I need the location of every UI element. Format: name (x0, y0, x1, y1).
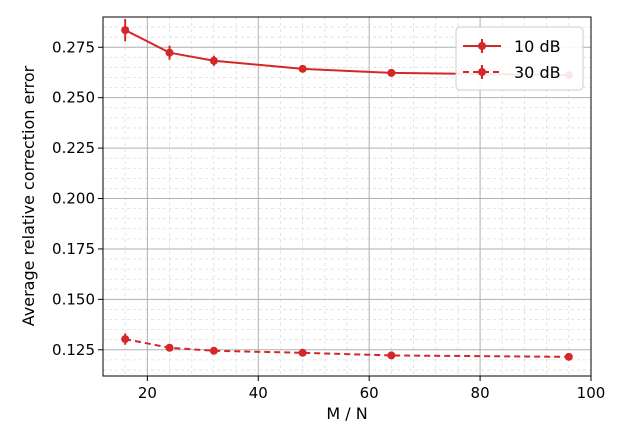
data-point (387, 68, 396, 77)
legend-label-2: 30 dB (514, 63, 561, 82)
data-point (387, 351, 396, 360)
axis-ticks: 20 40 60 80 100 0.125 0.150 0.175 0.200 0.225 0.25… (52, 38, 605, 402)
y-tick-label: 0.150 (52, 290, 95, 308)
y-tick-label: 0.250 (52, 89, 95, 107)
x-tick-label: 100 (577, 384, 606, 402)
x-tick-label: 20 (138, 384, 157, 402)
y-tick-label: 0.175 (52, 240, 95, 258)
data-point (209, 346, 218, 355)
y-tick-label: 0.275 (52, 38, 95, 56)
x-tick-label: 40 (249, 384, 268, 402)
data-point (298, 64, 307, 73)
data-point (121, 335, 130, 344)
data-point (564, 352, 573, 361)
data-point (298, 348, 307, 357)
plot-frame (102, 16, 592, 377)
legend-box (455, 26, 584, 91)
x-axis-label: M / N (326, 404, 367, 423)
data-point (165, 48, 174, 57)
series-line-2 (124, 338, 569, 358)
major-grid (103, 17, 592, 376)
x-tick-label: 60 (360, 384, 379, 402)
legend: 10 dB 30 dB (455, 26, 584, 91)
legend-marker (478, 68, 486, 76)
y-tick-label: 0.225 (52, 139, 95, 157)
data-point (209, 56, 218, 65)
legend-marker (478, 42, 486, 50)
y-tick-label: 0.125 (52, 341, 95, 359)
series-layer (121, 19, 573, 361)
data-point (165, 343, 174, 352)
y-axis-label: Average relative correction error (19, 65, 38, 326)
series-line-1 (124, 29, 569, 77)
data-point (121, 26, 130, 35)
y-tick-label: 0.200 (52, 190, 95, 208)
x-tick-label: 80 (471, 384, 490, 402)
legend-label-1: 10 dB (514, 37, 561, 56)
